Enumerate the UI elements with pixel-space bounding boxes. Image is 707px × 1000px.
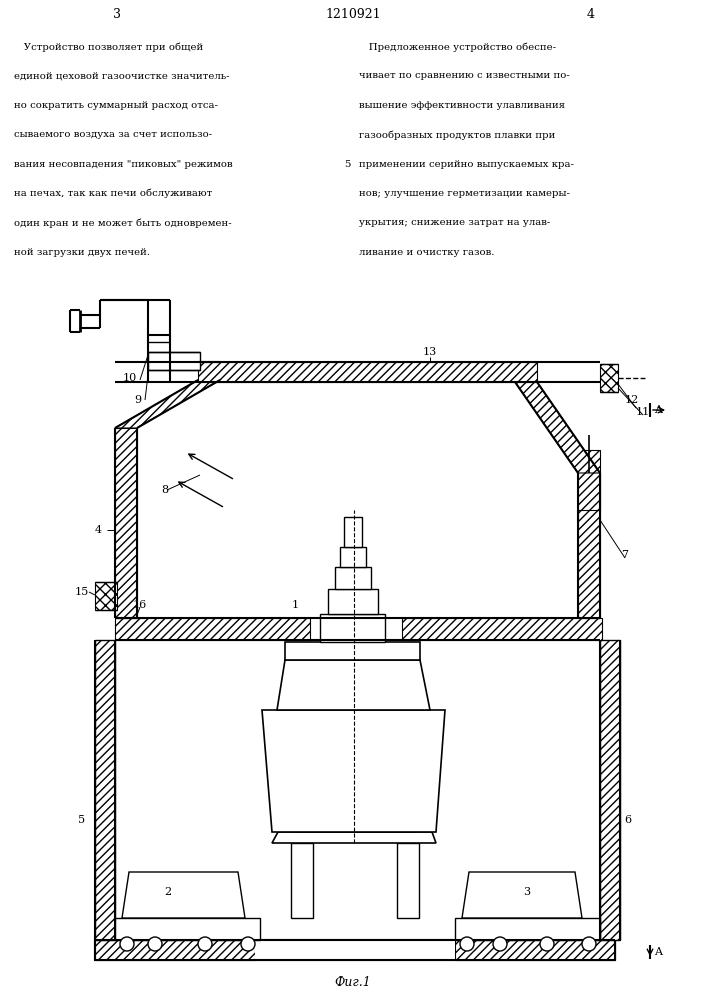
Text: 1: 1: [291, 600, 298, 610]
Text: укрытия; снижение затрат на улав-: укрытия; снижение затрат на улав-: [359, 218, 551, 227]
Bar: [95, 940, 255, 960]
Polygon shape: [292, 798, 416, 832]
Circle shape: [540, 937, 554, 951]
Polygon shape: [122, 872, 245, 918]
Bar: [600, 640, 620, 940]
Text: A: A: [654, 947, 662, 957]
Polygon shape: [277, 660, 430, 710]
Text: 5: 5: [78, 815, 86, 825]
Text: Предложенное устройство обеспе-: Предложенное устройство обеспе-: [359, 42, 556, 51]
Text: ной загрузки двух печей.: ной загрузки двух печей.: [14, 248, 151, 257]
Bar: [397, 843, 419, 918]
Bar: [578, 450, 600, 510]
Bar: [455, 940, 615, 960]
Bar: [320, 614, 385, 642]
Circle shape: [460, 937, 474, 951]
Text: 4: 4: [586, 8, 595, 21]
Bar: [198, 362, 537, 382]
Bar: [600, 364, 618, 392]
Text: 11: 11: [636, 407, 650, 417]
Bar: [148, 352, 200, 370]
Bar: [115, 428, 137, 618]
Text: газообразных продуктов плавки при: газообразных продуктов плавки при: [359, 130, 556, 140]
Text: ливание и очистку газов.: ливание и очистку газов.: [359, 248, 495, 257]
Bar: [115, 918, 260, 940]
Text: сываемого воздуха за счет использо-: сываемого воздуха за счет использо-: [14, 130, 212, 139]
Text: 9: 9: [134, 395, 141, 405]
Bar: [95, 640, 115, 940]
Polygon shape: [262, 710, 445, 832]
Bar: [402, 618, 602, 640]
Text: вания несовпадения "пиковых" режимов: вания несовпадения "пиковых" режимов: [14, 160, 233, 169]
Polygon shape: [515, 382, 600, 473]
Circle shape: [241, 937, 255, 951]
Text: 5: 5: [344, 160, 351, 169]
Polygon shape: [95, 940, 615, 960]
Circle shape: [493, 937, 507, 951]
Text: 4: 4: [95, 525, 102, 535]
Text: чивает по сравнению с известными по-: чивает по сравнению с известными по-: [359, 71, 570, 80]
Circle shape: [148, 937, 162, 951]
Polygon shape: [462, 872, 582, 918]
Bar: [344, 517, 362, 547]
Bar: [291, 843, 313, 918]
Text: 8: 8: [161, 485, 168, 495]
Bar: [328, 589, 378, 614]
Text: Фиг.1: Фиг.1: [334, 976, 371, 988]
Text: 12: 12: [625, 395, 639, 405]
Bar: [95, 582, 117, 610]
Text: 15: 15: [75, 587, 89, 597]
Bar: [455, 918, 600, 940]
Text: но сократить суммарный расход отса-: но сократить суммарный расход отса-: [14, 101, 218, 110]
Text: 13: 13: [423, 347, 437, 357]
Text: нов; улучшение герметизации камеры-: нов; улучшение герметизации камеры-: [359, 189, 570, 198]
Polygon shape: [115, 380, 220, 428]
Circle shape: [198, 937, 212, 951]
Text: 6: 6: [624, 815, 631, 825]
Text: A: A: [654, 405, 662, 415]
Text: 16: 16: [133, 600, 147, 610]
Text: 2: 2: [165, 887, 172, 897]
Circle shape: [582, 937, 596, 951]
Text: 3: 3: [523, 887, 530, 897]
Text: единой цеховой газоочистке значитель-: единой цеховой газоочистке значитель-: [14, 71, 230, 80]
Text: один кран и не может быть одновремен-: один кран и не может быть одновремен-: [14, 218, 232, 228]
Text: 3: 3: [112, 8, 121, 21]
Text: 1210921: 1210921: [326, 8, 381, 21]
Text: 7: 7: [621, 550, 629, 560]
Bar: [255, 940, 455, 960]
Text: применении серийно выпускаемых кра-: применении серийно выпускаемых кра-: [359, 160, 574, 169]
Bar: [335, 567, 371, 589]
Bar: [578, 473, 600, 618]
Text: на печах, так как печи обслуживают: на печах, так как печи обслуживают: [14, 189, 212, 198]
Bar: [115, 618, 310, 640]
Text: вышение эффективности улавливания: вышение эффективности улавливания: [359, 101, 565, 110]
Polygon shape: [272, 832, 436, 843]
Bar: [285, 642, 420, 660]
Text: 10: 10: [123, 373, 137, 383]
Bar: [340, 547, 366, 567]
Circle shape: [120, 937, 134, 951]
Text: Устройство позволяет при общей: Устройство позволяет при общей: [14, 42, 204, 51]
